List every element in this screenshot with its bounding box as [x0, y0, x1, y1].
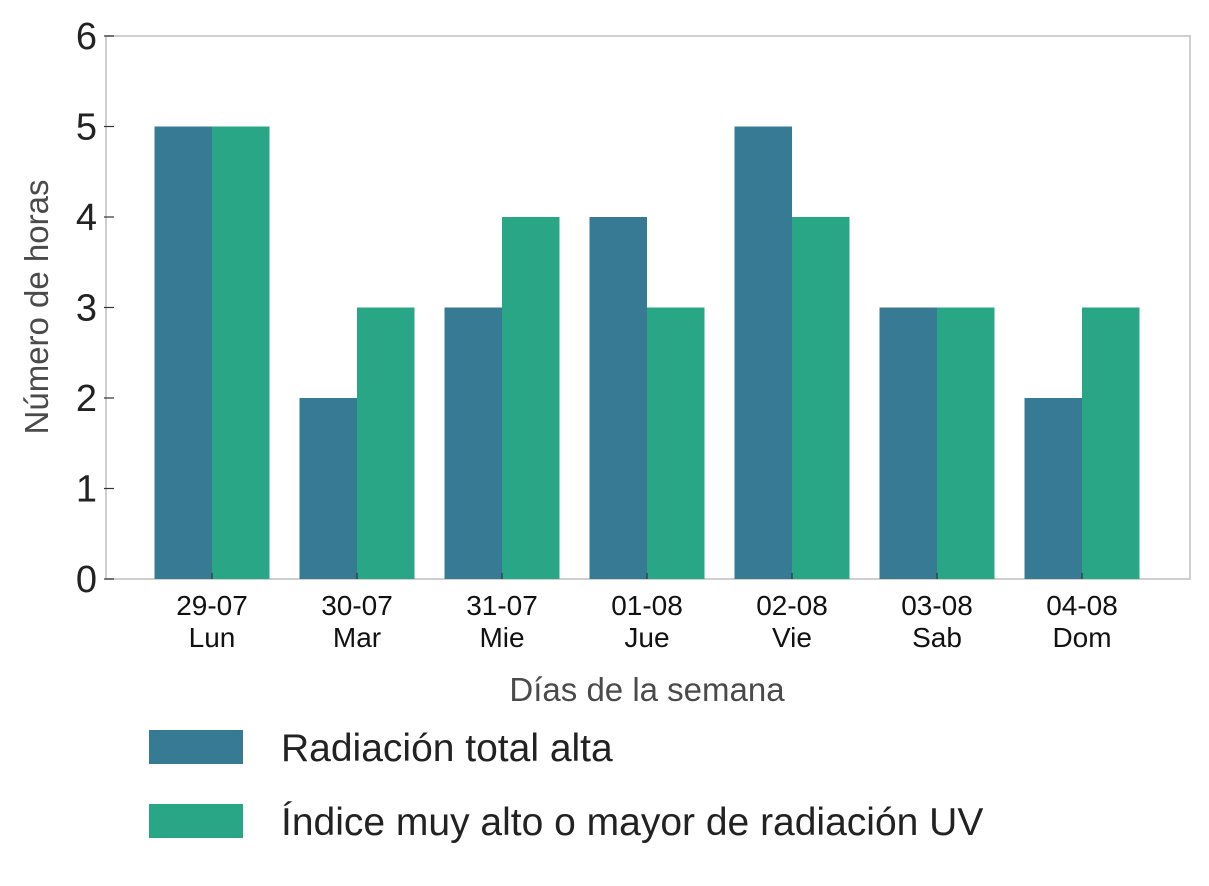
x-tick-label-5: 02-08 Vie: [756, 590, 828, 653]
x-tick-label-4: 01-08 Jue: [611, 590, 683, 653]
x-tick-day: Mar: [333, 622, 381, 653]
y-tick-label-3: 3: [76, 288, 97, 330]
x-tick-label-2: 30-07 Mar: [321, 590, 393, 653]
x-tick-day: Dom: [1052, 622, 1111, 653]
x-tick-day: Lun: [189, 622, 236, 653]
y-tick-label-4: 4: [76, 197, 97, 239]
legend-swatch-2: [149, 804, 243, 838]
x-tick-label-7: 04-08 Dom: [1046, 590, 1118, 653]
y-axis: 0 1 2 3 4 5 6: [76, 16, 114, 601]
x-tick-date: 30-07: [321, 590, 393, 621]
x-tick-date: 01-08: [611, 590, 683, 621]
x-tick-date: 03-08: [901, 590, 973, 621]
bar-series-1-category-1: [154, 126, 212, 579]
bar-series-2-category-7: [1082, 307, 1140, 579]
bar-series-1-category-6: [879, 307, 937, 579]
x-tick-day: Sab: [912, 622, 962, 653]
x-tick-date: 04-08: [1046, 590, 1118, 621]
y-tick-label-5: 5: [76, 107, 97, 149]
bar-series-1-category-7: [1024, 398, 1082, 579]
legend-label-1: Radiación total alta: [281, 727, 613, 770]
x-tick-date: 31-07: [466, 590, 538, 621]
legend: Radiación total alta Índice muy alto o ma…: [149, 727, 983, 844]
bars-layer: [154, 126, 1140, 579]
x-tick-label-6: 03-08 Sab: [901, 590, 973, 653]
x-axis-title: Días de la semana: [509, 671, 785, 708]
legend-label-2: Índice muy alto o mayor de radiación UV: [281, 801, 983, 844]
y-tick-label-0: 0: [76, 559, 97, 601]
legend-swatch-1: [149, 730, 243, 764]
bar-series-2-category-5: [792, 217, 850, 579]
bar-series-2-category-2: [357, 307, 415, 579]
bar-series-2-category-4: [647, 307, 705, 579]
x-axis: 29-07 Lun 30-07 Mar 31-07 Mie 01-08 Jue 02-08 Vie…: [176, 573, 1118, 653]
bar-series-1-category-4: [589, 217, 647, 579]
y-tick-label-2: 2: [76, 378, 97, 420]
x-tick-date: 29-07: [176, 590, 248, 621]
bar-series-2-category-6: [937, 307, 995, 579]
y-tick-label-1: 1: [76, 469, 97, 511]
bar-series-1-category-3: [444, 307, 502, 579]
x-tick-label-3: 31-07 Mie: [466, 590, 538, 653]
x-tick-day: Mie: [479, 622, 524, 653]
bar-series-1-category-5: [734, 126, 792, 579]
y-tick-label-6: 6: [76, 16, 97, 58]
x-tick-label-1: 29-07 Lun: [176, 590, 248, 653]
bar-series-2-category-3: [502, 217, 560, 579]
bar-series-1-category-2: [299, 398, 357, 579]
x-tick-day: Jue: [624, 622, 669, 653]
x-tick-day: Vie: [772, 622, 812, 653]
x-tick-date: 02-08: [756, 590, 828, 621]
y-axis-title: Número de horas: [18, 180, 55, 435]
bar-series-2-category-1: [212, 126, 270, 579]
